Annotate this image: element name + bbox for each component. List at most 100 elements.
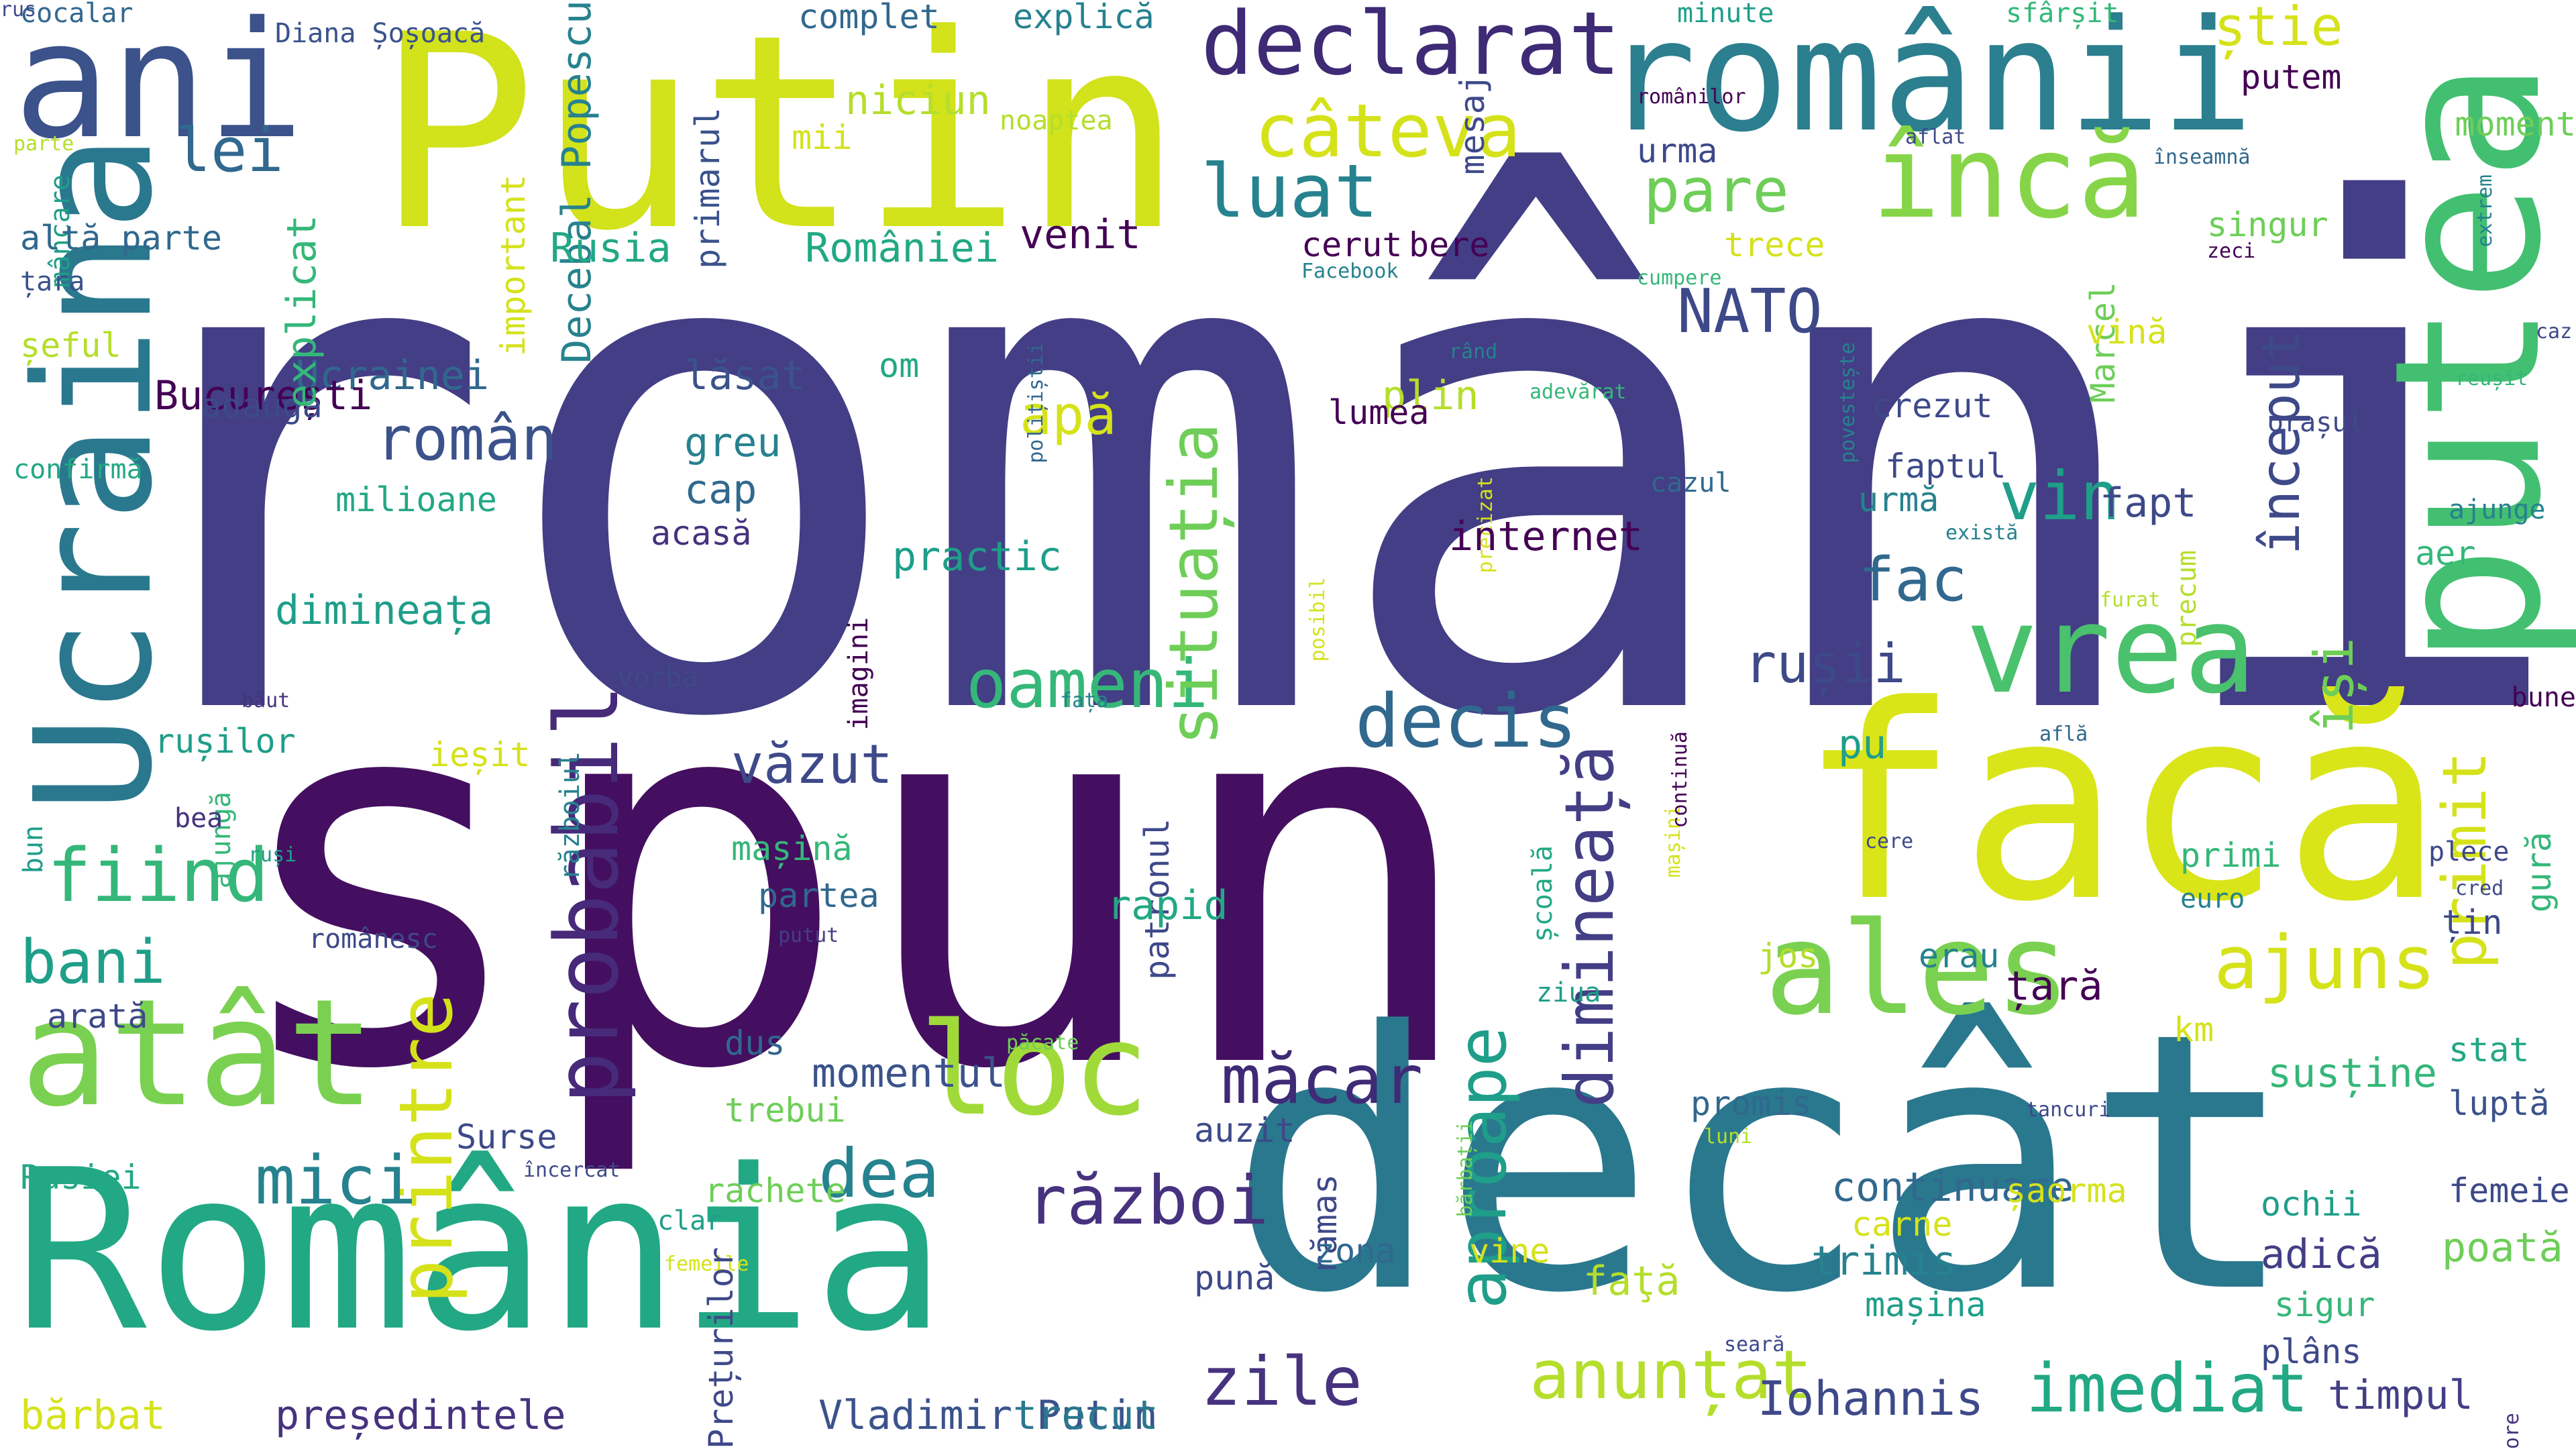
- word-dus: dus: [724, 1024, 786, 1063]
- word-internet: internet: [1449, 513, 1643, 560]
- word-pacate: păcate: [1006, 1031, 1079, 1055]
- word-fata: fața: [1060, 689, 1109, 712]
- word-romaniei: României: [805, 225, 999, 272]
- word-iohannis: Iohannis: [1758, 1371, 1984, 1426]
- word-tara: țară: [2006, 963, 2103, 1010]
- word-tara: țara: [20, 266, 85, 297]
- word-luat: luat: [1201, 148, 1379, 234]
- word-confirma: confirmă: [13, 454, 143, 485]
- word-reusit: reușit: [2455, 367, 2528, 390]
- word-ore: ore: [2500, 1412, 2524, 1449]
- word-situatia: situația: [1155, 423, 1233, 746]
- word-ales: ales: [1764, 895, 2072, 1043]
- word-trebui: trebui: [724, 1091, 846, 1130]
- word-rusilor: rușilor: [154, 722, 296, 761]
- word-stie: știe: [2214, 0, 2343, 58]
- word-scoala: școală: [1527, 845, 1558, 943]
- word-facebook: Facebook: [1301, 260, 1399, 283]
- word-important: important: [494, 174, 533, 356]
- word-aer: aer: [2415, 534, 2476, 573]
- word-lei: lei: [174, 115, 284, 186]
- word-plin: plin: [1382, 372, 1479, 419]
- word-barbat: bărbat: [20, 1392, 166, 1439]
- word-urma: urma: [1637, 131, 1718, 170]
- word-erau: erau: [1919, 936, 2000, 975]
- word-ochii: ochii: [2261, 1185, 2362, 1224]
- word-razboiul: războiul: [555, 751, 586, 881]
- word-macar: măcar: [1221, 1040, 1424, 1119]
- word-fac: fac: [1858, 545, 1968, 615]
- word-saorma: șaorma: [2006, 1171, 2127, 1210]
- word-baut: băut: [241, 689, 290, 712]
- word-rand: rând: [1449, 340, 1498, 364]
- word-crezut: crezut: [1872, 386, 1993, 425]
- word-politistii: polițiștii: [1024, 342, 1048, 464]
- word-gura: gură: [2520, 832, 2559, 913]
- word-niciun: niciun: [845, 77, 991, 124]
- word-stat: stat: [2449, 1030, 2530, 1069]
- word-inceput: început: [2249, 329, 2312, 555]
- word-povesteste: povestește: [1836, 342, 1860, 464]
- word-arata: arată: [47, 997, 148, 1036]
- word-poata: poată: [2442, 1224, 2563, 1271]
- word-nato: NATO: [1677, 276, 1823, 347]
- word-cap: cap: [684, 466, 757, 513]
- word-zeci: zeci: [2207, 239, 2256, 263]
- word-bun: bun: [18, 825, 49, 874]
- word-puna: pună: [1194, 1258, 1275, 1297]
- word-luni: luni: [1704, 1125, 1753, 1148]
- word-alta-parte: altă parte: [20, 219, 223, 258]
- word-clar: clar: [657, 1205, 722, 1236]
- word-imediat: imediat: [2026, 1349, 2309, 1428]
- word-dimineata: dimineața: [275, 587, 494, 634]
- word-km: km: [2174, 1010, 2214, 1049]
- word-precum: precum: [2171, 550, 2202, 647]
- word-plans: plâns: [2261, 1332, 2362, 1371]
- word-orasul: orașul: [2267, 407, 2365, 438]
- word-preturilor: Prețurilor: [702, 1246, 741, 1449]
- word-rusia: Rusia: [550, 225, 672, 272]
- word-extrem: extrem: [2473, 174, 2497, 248]
- word-faca: facă: [1798, 649, 2445, 961]
- word-vin: vin: [1999, 457, 2121, 535]
- word-continua: continuă: [1668, 731, 1692, 828]
- word-iesit: ieșit: [429, 735, 531, 774]
- word-acasa: acasă: [651, 514, 752, 553]
- word-greu: greu: [684, 419, 782, 466]
- word-adica: adică: [2261, 1231, 2382, 1278]
- word-barbatii: bărbații: [1454, 1120, 1477, 1218]
- word-seara: seară: [1724, 1333, 1785, 1356]
- word-surse: Surse: [456, 1118, 557, 1157]
- word-cateva: câteva: [1254, 88, 1521, 174]
- word-practic: practic: [892, 533, 1062, 580]
- word-putut: putut: [778, 924, 839, 947]
- word-pu: pu: [1838, 721, 1887, 768]
- word-noaptea: noaptea: [1000, 105, 1113, 136]
- word-mici: mici: [255, 1141, 417, 1220]
- word-isi: își: [2303, 637, 2365, 735]
- word-decat: decât: [1228, 957, 2298, 1371]
- word-auzit: auzit: [1194, 1111, 1295, 1150]
- word-diana-sosoaca: Diana Șoșoacă: [275, 18, 486, 49]
- word-dimineata: dimineață: [1550, 745, 1629, 1108]
- word-rusii: rușii: [1744, 633, 1906, 695]
- word-caz: caz: [2536, 320, 2573, 343]
- word-pare: pare: [1644, 156, 1789, 226]
- word-mii: mii: [792, 118, 853, 157]
- word-rusi: ruși: [248, 843, 297, 867]
- word-putea: putea: [2351, 60, 2576, 667]
- word-posibil: posibil: [1306, 577, 1330, 662]
- word-romanilor: românilor: [1637, 85, 1746, 109]
- word-putem: putem: [2241, 58, 2342, 97]
- word-rus: rus: [0, 0, 37, 21]
- word-exista: există: [1945, 521, 2019, 545]
- word-romanii: românii: [1603, 0, 2254, 166]
- word-vladimir-putin: Vladimir Putin: [818, 1392, 1158, 1439]
- word-cerut: cerut: [1301, 225, 1403, 264]
- word-putin: Putin: [376, 0, 1184, 290]
- word-timpul: timpul: [2328, 1372, 2473, 1419]
- word-zona: zona: [1315, 1232, 1396, 1271]
- word-explicat: explicat: [278, 215, 325, 409]
- word-sustine: susține: [2267, 1050, 2437, 1097]
